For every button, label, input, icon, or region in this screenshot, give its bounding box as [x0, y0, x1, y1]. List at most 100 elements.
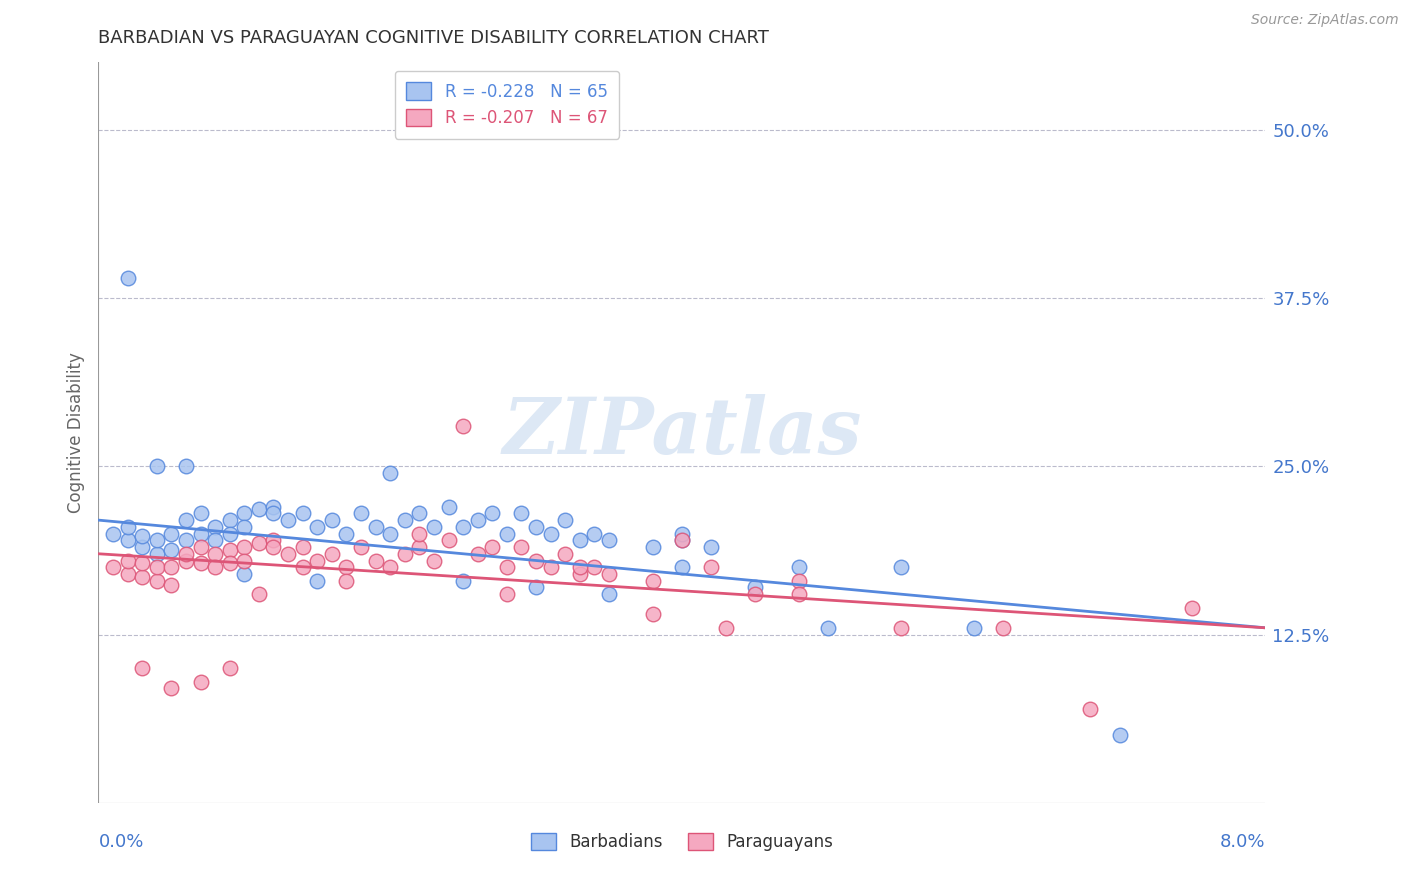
Point [190, 507, 212, 521]
Point [146, 560, 169, 574]
Point [496, 587, 519, 601]
Point [380, 560, 402, 574]
Point [117, 533, 139, 548]
Point [744, 587, 766, 601]
Point [1181, 600, 1204, 615]
Point [262, 540, 284, 554]
Point [131, 556, 153, 570]
Point [380, 526, 402, 541]
Point [467, 547, 489, 561]
Point [218, 513, 240, 527]
Point [700, 540, 723, 554]
Point [991, 621, 1014, 635]
Point [218, 542, 240, 557]
Point [890, 560, 912, 574]
Point [247, 536, 270, 550]
Text: BARBADIAN VS PARAGUAYAN COGNITIVE DISABILITY CORRELATION CHART: BARBADIAN VS PARAGUAYAN COGNITIVE DISABI… [98, 29, 769, 47]
Point [190, 526, 212, 541]
Point [204, 560, 226, 574]
Point [714, 621, 737, 635]
Point [233, 520, 256, 534]
Point [364, 553, 387, 567]
Point [437, 533, 460, 548]
Point [481, 507, 503, 521]
Point [583, 526, 606, 541]
Y-axis label: Cognitive Disability: Cognitive Disability [66, 352, 84, 513]
Point [117, 270, 139, 285]
Point [671, 560, 693, 574]
Point [262, 500, 284, 514]
Point [233, 566, 256, 581]
Point [350, 507, 373, 521]
Point [101, 560, 124, 574]
Point [146, 547, 169, 561]
Point [481, 540, 503, 554]
Point [380, 466, 402, 480]
Point [510, 540, 533, 554]
Point [277, 547, 299, 561]
Point [233, 540, 256, 554]
Point [131, 540, 153, 554]
Point [160, 542, 183, 557]
Point [524, 553, 547, 567]
Point [787, 560, 810, 574]
Point [671, 526, 693, 541]
Point [218, 661, 240, 675]
Point [598, 533, 620, 548]
Point [174, 533, 197, 548]
Point [335, 574, 357, 588]
Point [218, 556, 240, 570]
Point [101, 526, 124, 541]
Point [174, 459, 197, 474]
Point [321, 513, 343, 527]
Point [451, 520, 474, 534]
Point [247, 587, 270, 601]
Point [160, 526, 183, 541]
Point [787, 587, 810, 601]
Point [262, 533, 284, 548]
Point [190, 540, 212, 554]
Point [540, 560, 562, 574]
Point [568, 533, 591, 548]
Point [117, 553, 139, 567]
Point [277, 513, 299, 527]
Point [408, 526, 430, 541]
Point [394, 513, 416, 527]
Point [423, 553, 446, 567]
Point [744, 581, 766, 595]
Point [131, 529, 153, 543]
Point [174, 513, 197, 527]
Legend: Barbadians, Paraguayans: Barbadians, Paraguayans [520, 823, 844, 861]
Point [510, 507, 533, 521]
Point [641, 574, 664, 588]
Point [1080, 701, 1102, 715]
Point [204, 547, 226, 561]
Point [160, 560, 183, 574]
Point [408, 540, 430, 554]
Point [190, 556, 212, 570]
Point [291, 507, 314, 521]
Point [174, 553, 197, 567]
Point [1108, 729, 1130, 743]
Point [394, 547, 416, 561]
Point [423, 520, 446, 534]
Point [583, 560, 606, 574]
Point [524, 520, 547, 534]
Point [496, 560, 519, 574]
Point [700, 560, 723, 574]
Point [146, 459, 169, 474]
Point [787, 574, 810, 588]
Text: 8.0%: 8.0% [1220, 833, 1265, 851]
Point [524, 581, 547, 595]
Point [233, 507, 256, 521]
Point [291, 560, 314, 574]
Point [335, 526, 357, 541]
Text: ZIPatlas: ZIPatlas [502, 394, 862, 471]
Point [307, 553, 329, 567]
Point [204, 520, 226, 534]
Point [671, 533, 693, 548]
Point [890, 621, 912, 635]
Point [817, 621, 839, 635]
Point [190, 674, 212, 689]
Point [364, 520, 387, 534]
